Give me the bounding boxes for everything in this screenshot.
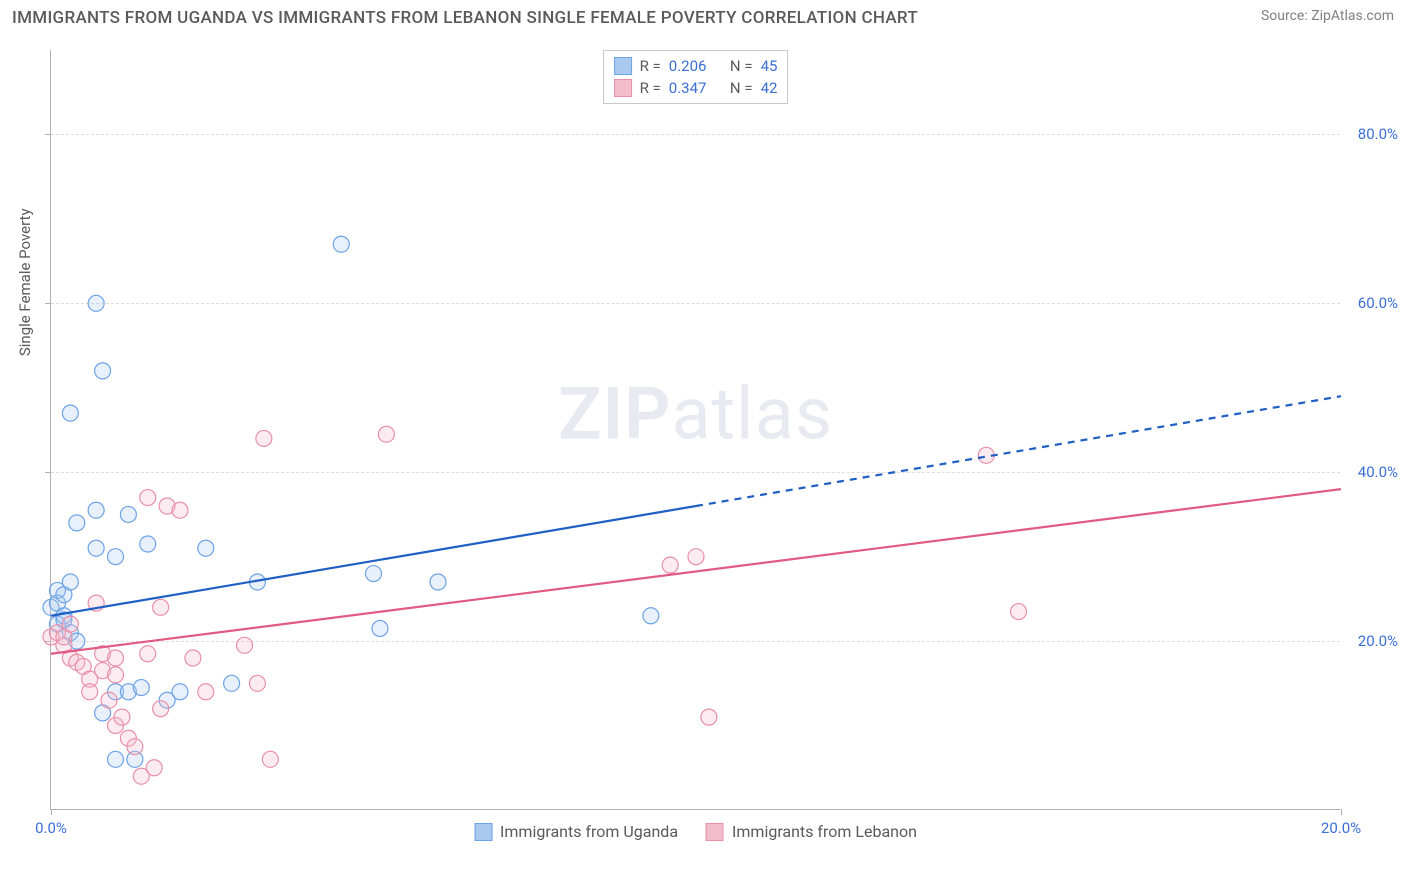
scatter-point [224, 675, 240, 691]
legend-swatch-0 [614, 57, 632, 75]
scatter-point [88, 502, 104, 518]
scatter-point [108, 667, 124, 683]
scatter-point [140, 490, 156, 506]
y-tick-label: 80.0% [1358, 125, 1398, 143]
scatter-point [88, 295, 104, 311]
scatter-point [133, 680, 149, 696]
x-tick-mark [1341, 809, 1342, 815]
legend-n-prefix-0: N = [730, 57, 753, 75]
scatter-point [372, 620, 388, 636]
plot-svg [51, 50, 1340, 809]
scatter-point [198, 540, 214, 556]
scatter-point [108, 751, 124, 767]
scatter-point [701, 709, 717, 725]
plot-area: ZIPatlas 20.0%40.0%60.0%80.0% R = 0.206 … [50, 50, 1340, 810]
y-tick-label: 20.0% [1358, 632, 1398, 650]
x-tick-label: 20.0% [1321, 819, 1361, 837]
scatter-point [146, 760, 162, 776]
legend-series-box: Immigrants from Uganda Immigrants from L… [474, 822, 917, 841]
scatter-point [140, 536, 156, 552]
chart-title: IMMIGRANTS FROM UGANDA VS IMMIGRANTS FRO… [12, 8, 918, 28]
scatter-point [430, 574, 446, 590]
legend-row-1: R = 0.347 N = 42 [614, 77, 778, 99]
scatter-point [127, 739, 143, 755]
scatter-point [262, 751, 278, 767]
legend-series-label-0: Immigrants from Uganda [500, 822, 678, 841]
legend-r-value-0: 0.206 [669, 57, 707, 75]
title-bar: IMMIGRANTS FROM UGANDA VS IMMIGRANTS FRO… [12, 8, 1394, 28]
scatter-point [62, 574, 78, 590]
scatter-point [172, 502, 188, 518]
legend-series-swatch-0 [474, 823, 492, 841]
scatter-point [378, 426, 394, 442]
legend-series-0: Immigrants from Uganda [474, 822, 678, 841]
scatter-point [108, 650, 124, 666]
legend-n-prefix-1: N = [730, 79, 753, 97]
scatter-point [662, 557, 678, 573]
source-name: ZipAtlas.com [1311, 8, 1394, 24]
x-tick-mark [51, 809, 52, 815]
scatter-point [82, 684, 98, 700]
scatter-point [688, 549, 704, 565]
scatter-point [95, 363, 111, 379]
scatter-point [62, 616, 78, 632]
legend-correlation-box: R = 0.206 N = 45 R = 0.347 N = 42 [603, 50, 789, 104]
scatter-point [333, 236, 349, 252]
scatter-point [249, 675, 265, 691]
scatter-point [140, 646, 156, 662]
scatter-point [172, 684, 188, 700]
legend-r-prefix-0: R = [640, 57, 661, 75]
scatter-point [69, 515, 85, 531]
scatter-point [237, 637, 253, 653]
regression-line-solid [51, 489, 1341, 654]
scatter-point [366, 566, 382, 582]
regression-line-solid [51, 506, 696, 616]
scatter-point [114, 709, 130, 725]
legend-row-0: R = 0.206 N = 45 [614, 55, 778, 77]
scatter-point [185, 650, 201, 666]
scatter-point [120, 506, 136, 522]
source-attribution: Source: ZipAtlas.com [1261, 8, 1394, 24]
y-axis-title: Single Female Poverty [16, 208, 34, 356]
legend-r-value-1: 0.347 [669, 79, 707, 97]
legend-n-value-0: 45 [761, 57, 778, 75]
y-tick-label: 60.0% [1358, 294, 1398, 312]
scatter-point [62, 405, 78, 421]
chart-container: IMMIGRANTS FROM UGANDA VS IMMIGRANTS FRO… [0, 0, 1406, 892]
legend-series-label-1: Immigrants from Lebanon [732, 822, 917, 841]
x-tick-label: 0.0% [35, 819, 67, 837]
scatter-point [108, 549, 124, 565]
source-prefix: Source: [1261, 8, 1311, 24]
scatter-point [153, 701, 169, 717]
legend-series-swatch-1 [706, 823, 724, 841]
scatter-point [88, 540, 104, 556]
scatter-point [643, 608, 659, 624]
scatter-point [256, 430, 272, 446]
scatter-point [1011, 604, 1027, 620]
scatter-point [153, 599, 169, 615]
regression-line-dashed [696, 396, 1341, 506]
scatter-point [198, 684, 214, 700]
legend-swatch-1 [614, 79, 632, 97]
y-tick-label: 40.0% [1358, 463, 1398, 481]
scatter-point [101, 692, 117, 708]
legend-series-1: Immigrants from Lebanon [706, 822, 917, 841]
legend-n-value-1: 42 [761, 79, 778, 97]
legend-r-prefix-1: R = [640, 79, 661, 97]
